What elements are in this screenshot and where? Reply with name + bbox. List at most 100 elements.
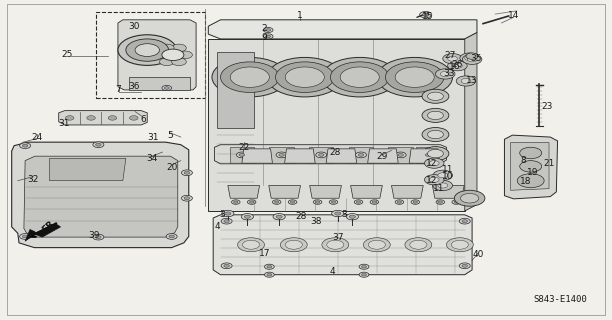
- Circle shape: [372, 201, 376, 203]
- Circle shape: [359, 272, 369, 277]
- Circle shape: [438, 173, 447, 178]
- Circle shape: [362, 266, 367, 268]
- Text: 24: 24: [32, 132, 43, 141]
- Circle shape: [359, 264, 369, 269]
- Polygon shape: [213, 215, 472, 275]
- Circle shape: [95, 143, 101, 146]
- Text: 38: 38: [310, 217, 321, 226]
- Polygon shape: [433, 186, 464, 198]
- Polygon shape: [50, 158, 126, 181]
- Circle shape: [279, 154, 285, 156]
- Text: 40: 40: [472, 251, 484, 260]
- Polygon shape: [465, 33, 477, 211]
- Polygon shape: [208, 39, 465, 211]
- Circle shape: [423, 13, 429, 16]
- Text: 13: 13: [466, 76, 478, 85]
- Circle shape: [267, 57, 343, 97]
- Circle shape: [263, 34, 273, 39]
- Circle shape: [108, 116, 117, 120]
- Bar: [309, 147, 334, 163]
- Polygon shape: [242, 149, 272, 163]
- Text: 36: 36: [128, 82, 140, 91]
- Circle shape: [118, 35, 176, 65]
- Circle shape: [266, 29, 271, 31]
- Circle shape: [436, 200, 444, 204]
- Circle shape: [395, 200, 404, 204]
- Circle shape: [184, 197, 190, 200]
- Circle shape: [264, 264, 274, 269]
- Polygon shape: [310, 186, 341, 198]
- Text: 39: 39: [88, 231, 100, 240]
- Polygon shape: [208, 20, 477, 39]
- Circle shape: [225, 212, 231, 215]
- Circle shape: [433, 180, 452, 191]
- Text: 26: 26: [452, 60, 463, 69]
- Circle shape: [442, 53, 462, 64]
- Text: 22: 22: [238, 143, 249, 152]
- Circle shape: [87, 116, 95, 120]
- Circle shape: [422, 147, 449, 161]
- Bar: [416, 147, 441, 163]
- Circle shape: [441, 71, 450, 76]
- Polygon shape: [510, 142, 549, 190]
- Circle shape: [20, 143, 31, 148]
- Circle shape: [220, 62, 279, 92]
- Circle shape: [181, 196, 192, 201]
- Text: 20: 20: [166, 163, 177, 172]
- Circle shape: [272, 200, 281, 204]
- Polygon shape: [24, 156, 177, 237]
- Circle shape: [459, 218, 470, 224]
- Circle shape: [23, 235, 28, 238]
- Circle shape: [236, 152, 247, 158]
- Circle shape: [356, 152, 367, 158]
- Circle shape: [395, 67, 435, 87]
- Bar: [96, 12, 204, 98]
- Text: 3: 3: [219, 210, 225, 219]
- Circle shape: [398, 154, 403, 156]
- Circle shape: [239, 154, 245, 156]
- Circle shape: [430, 161, 439, 166]
- Circle shape: [425, 158, 444, 168]
- Polygon shape: [12, 142, 188, 248]
- Circle shape: [413, 201, 417, 203]
- Text: 4: 4: [215, 222, 220, 231]
- Polygon shape: [269, 186, 300, 198]
- Circle shape: [425, 175, 444, 185]
- Circle shape: [358, 154, 364, 156]
- Circle shape: [467, 57, 477, 62]
- Circle shape: [422, 89, 449, 103]
- Text: 17: 17: [259, 250, 271, 259]
- Circle shape: [162, 85, 171, 91]
- Circle shape: [356, 201, 360, 203]
- Circle shape: [438, 201, 442, 203]
- Bar: [349, 147, 373, 163]
- Text: 28: 28: [330, 148, 341, 157]
- Circle shape: [135, 44, 160, 56]
- Circle shape: [318, 154, 324, 156]
- Circle shape: [181, 170, 192, 176]
- Circle shape: [340, 67, 379, 87]
- Circle shape: [165, 87, 170, 89]
- Circle shape: [332, 210, 344, 217]
- Circle shape: [267, 273, 272, 276]
- Circle shape: [370, 200, 379, 204]
- Text: 6: 6: [140, 115, 146, 124]
- Text: 23: 23: [541, 102, 552, 111]
- Circle shape: [436, 69, 455, 79]
- Circle shape: [452, 63, 462, 68]
- Circle shape: [263, 28, 273, 33]
- Circle shape: [231, 200, 240, 204]
- Circle shape: [160, 58, 174, 66]
- Circle shape: [250, 201, 254, 203]
- Circle shape: [285, 240, 302, 249]
- Circle shape: [395, 152, 406, 158]
- Circle shape: [454, 190, 485, 206]
- Text: 11: 11: [442, 165, 453, 174]
- Circle shape: [234, 201, 238, 203]
- Polygon shape: [392, 186, 424, 198]
- Circle shape: [184, 171, 190, 174]
- Circle shape: [368, 240, 386, 249]
- Circle shape: [411, 200, 420, 204]
- Circle shape: [162, 49, 184, 60]
- Circle shape: [462, 220, 468, 223]
